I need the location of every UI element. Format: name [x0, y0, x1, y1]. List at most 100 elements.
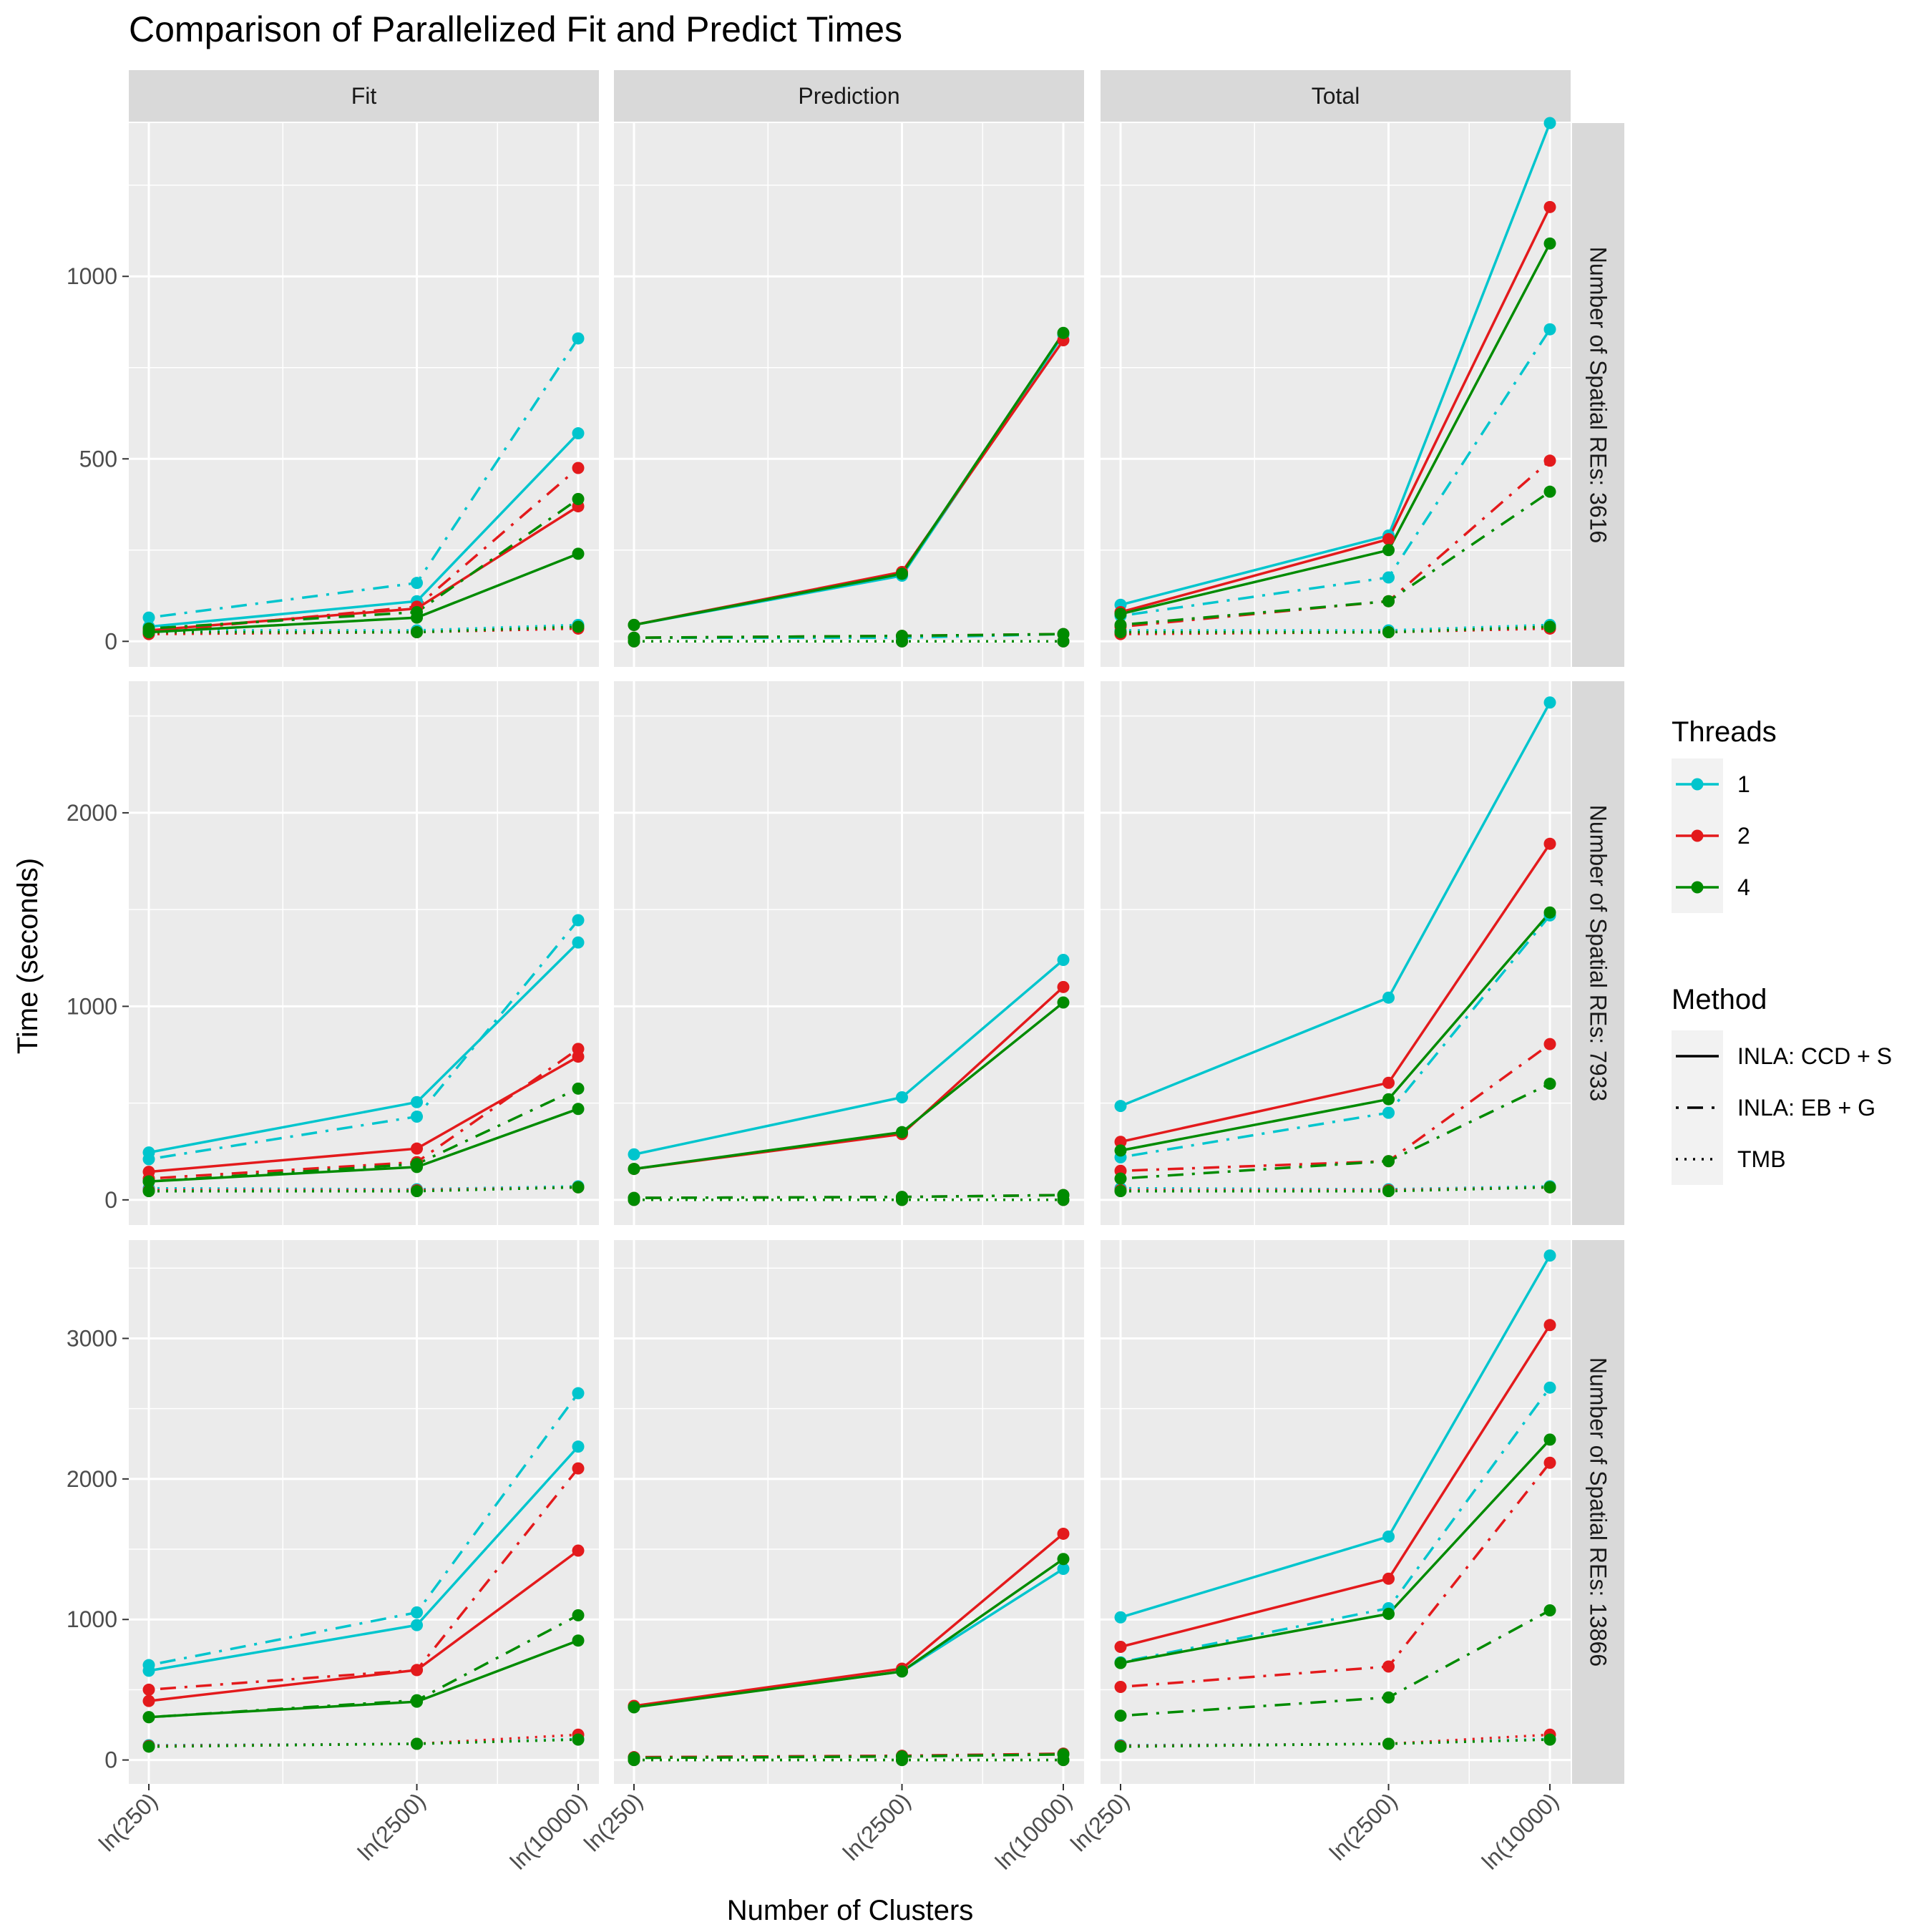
- data-point-threads-4-inla-ccd-s: [1114, 1144, 1127, 1157]
- data-point-threads-1-inla-ccd-s: [1057, 953, 1070, 966]
- y-tick-label: 1000: [67, 993, 117, 1019]
- x-tick-label: ln(10000): [1477, 1787, 1563, 1874]
- legend-threads-key-point: [1691, 881, 1704, 894]
- data-point-threads-2-inla-ccd-s: [142, 1694, 155, 1707]
- panel-total-row-3: [1101, 1240, 1571, 1784]
- data-point-threads-4-tmb: [572, 1181, 585, 1194]
- data-point-threads-4-inla-ccd-s: [1543, 1433, 1556, 1446]
- y-tick-label: 500: [79, 446, 117, 472]
- data-point-threads-2-inla-eb-g: [1114, 1680, 1127, 1693]
- data-point-threads-4-tmb: [411, 626, 424, 639]
- x-tick-label: ln(10000): [505, 1787, 592, 1874]
- row-strip: [1572, 123, 1624, 667]
- data-point-threads-4-inla-eb-g: [572, 1609, 585, 1621]
- data-point-threads-1-inla-ccd-s: [1382, 991, 1395, 1004]
- data-point-threads-4-tmb: [896, 635, 909, 648]
- y-tick-label: 3000: [67, 1325, 117, 1351]
- data-point-threads-2-inla-ccd-s: [1382, 532, 1395, 545]
- panel-background: [614, 681, 1084, 1225]
- data-point-threads-4-inla-eb-g: [1114, 1172, 1127, 1185]
- data-point-threads-4-tmb: [1382, 1185, 1395, 1198]
- row-strip: [1572, 1240, 1624, 1784]
- data-point-threads-4-inla-ccd-s: [896, 1665, 909, 1678]
- data-point-threads-4-inla-eb-g: [1543, 1604, 1556, 1616]
- x-tick-label: ln(250): [94, 1787, 162, 1856]
- data-point-threads-4-tmb: [1382, 626, 1395, 639]
- chart-title: Comparison of Parallelized Fit and Predi…: [129, 9, 902, 49]
- data-point-threads-1-inla-eb-g: [1543, 1381, 1556, 1394]
- data-point-threads-4-inla-eb-g: [572, 1082, 585, 1095]
- data-point-threads-4-tmb: [142, 1740, 155, 1753]
- data-point-threads-4-inla-ccd-s: [1543, 237, 1556, 250]
- data-point-threads-4-tmb: [1543, 1733, 1556, 1746]
- data-point-threads-4-inla-eb-g: [411, 1694, 424, 1707]
- panel-total-row-2: [1101, 681, 1571, 1225]
- data-point-threads-4-tmb: [1057, 1194, 1070, 1206]
- x-tick-label: ln(2500): [1324, 1787, 1402, 1865]
- data-point-threads-2-inla-eb-g: [1543, 1038, 1556, 1050]
- y-tick-label: 1000: [67, 263, 117, 289]
- data-point-threads-4-inla-eb-g: [1382, 1691, 1395, 1704]
- x-tick-label: ln(2500): [838, 1787, 915, 1865]
- legend-threads-key-point: [1691, 778, 1704, 791]
- data-point-threads-2-inla-eb-g: [411, 1664, 424, 1677]
- y-tick-label: 0: [104, 1187, 117, 1213]
- panel-fit-row-2: [129, 681, 599, 1225]
- data-point-threads-1-inla-ccd-s: [572, 1440, 585, 1453]
- data-point-threads-2-inla-ccd-s: [1382, 1076, 1395, 1089]
- data-point-threads-4-tmb: [1543, 1181, 1556, 1194]
- data-point-threads-1-inla-ccd-s: [572, 427, 585, 440]
- column-strip-label: Prediction: [798, 83, 899, 109]
- data-point-threads-1-inla-ccd-s: [1543, 1249, 1556, 1262]
- y-axis-title: Time (seconds): [12, 858, 44, 1054]
- panel-fit-row-3: [129, 1240, 599, 1784]
- data-point-threads-4-inla-ccd-s: [628, 1163, 640, 1176]
- data-point-threads-4-inla-ccd-s: [628, 1701, 640, 1714]
- panel-prediction-row-3: [614, 1240, 1084, 1784]
- y-tick-label: 2000: [67, 1466, 117, 1492]
- legend-method-label: INLA: CCD + S: [1737, 1043, 1892, 1069]
- data-point-threads-2-inla-ccd-s: [1114, 1641, 1127, 1654]
- legend-threads-label: 2: [1737, 823, 1750, 849]
- data-point-threads-1-inla-ccd-s: [628, 1148, 640, 1161]
- data-point-threads-2-inla-eb-g: [142, 1683, 155, 1696]
- data-point-threads-1-inla-eb-g: [411, 1111, 424, 1123]
- data-point-threads-4-inla-eb-g: [411, 605, 424, 618]
- legend-threads-key-point: [1691, 829, 1704, 842]
- data-point-threads-2-inla-ccd-s: [1543, 200, 1556, 213]
- y-tick-label: 0: [104, 628, 117, 654]
- data-point-threads-4-inla-eb-g: [1543, 485, 1556, 498]
- data-point-threads-2-inla-ccd-s: [572, 1544, 585, 1557]
- panel-total-row-1: [1101, 117, 1571, 667]
- row-strip-label: Number of Spatial REs: 3616: [1586, 247, 1611, 543]
- data-point-threads-4-inla-ccd-s: [572, 1634, 585, 1647]
- data-point-threads-4-tmb: [1114, 1740, 1127, 1753]
- panel-background: [614, 1240, 1084, 1784]
- panels-layer: Fit Prediction Total ln(250) ln(2500) ln(1000…: [67, 70, 1624, 1875]
- data-point-threads-4-tmb: [1114, 1185, 1127, 1198]
- legend-threads-label: 4: [1737, 874, 1750, 900]
- data-point-threads-4-tmb: [628, 635, 640, 648]
- data-point-threads-4-inla-ccd-s: [1057, 1553, 1070, 1566]
- data-point-threads-4-tmb: [628, 1754, 640, 1767]
- data-point-threads-1-inla-eb-g: [1543, 323, 1556, 336]
- legend-method-label: INLA: EB + G: [1737, 1095, 1875, 1121]
- column-strip-label: Total: [1312, 83, 1360, 109]
- data-point-threads-1-inla-ccd-s: [572, 936, 585, 949]
- data-point-threads-4-inla-ccd-s: [572, 547, 585, 560]
- data-point-threads-4-inla-ccd-s: [628, 618, 640, 631]
- data-point-threads-4-inla-ccd-s: [1382, 1093, 1395, 1106]
- data-point-threads-4-inla-ccd-s: [1382, 544, 1395, 557]
- data-point-threads-1-inla-ccd-s: [1114, 1100, 1127, 1113]
- data-point-threads-1-inla-ccd-s: [411, 1096, 424, 1108]
- row-strip-label: Number of Spatial REs: 13866: [1586, 1357, 1611, 1667]
- panel-background: [129, 681, 599, 1225]
- legend-method-title: Method: [1672, 984, 1767, 1015]
- row-strip-label: Number of Spatial REs: 7933: [1586, 805, 1611, 1101]
- panel-background: [614, 123, 1084, 667]
- data-point-threads-1-inla-eb-g: [1382, 571, 1395, 584]
- data-point-threads-2-inla-ccd-s: [1057, 1527, 1070, 1540]
- data-point-threads-4-inla-ccd-s: [896, 1126, 909, 1138]
- data-point-threads-4-tmb: [1057, 635, 1070, 648]
- data-point-threads-4-inla-ccd-s: [1114, 1657, 1127, 1669]
